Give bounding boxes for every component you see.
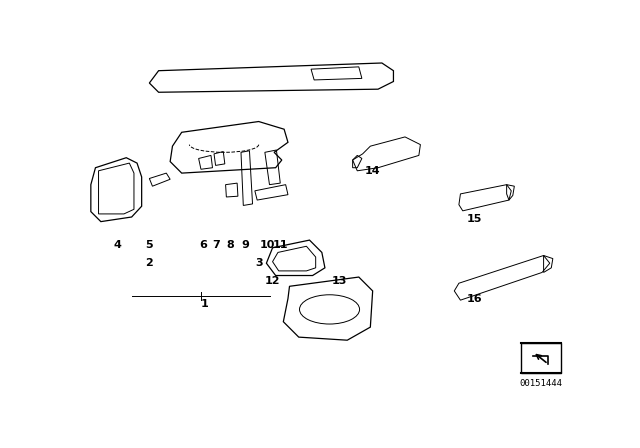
Text: 00151444: 00151444 — [519, 379, 562, 388]
Text: 8: 8 — [227, 240, 234, 250]
Text: 3: 3 — [255, 258, 262, 268]
Text: 15: 15 — [467, 214, 482, 224]
Text: 2: 2 — [145, 258, 153, 268]
Text: 11: 11 — [273, 240, 288, 250]
Text: 7: 7 — [212, 240, 220, 250]
Text: 1: 1 — [201, 299, 209, 309]
Text: 13: 13 — [332, 276, 348, 286]
Text: 9: 9 — [242, 240, 250, 250]
Text: 10: 10 — [259, 240, 275, 250]
Text: 14: 14 — [365, 166, 380, 176]
Text: 16: 16 — [467, 293, 482, 304]
Text: 5: 5 — [145, 240, 153, 250]
Bar — [520, 343, 561, 373]
Text: 4: 4 — [114, 240, 122, 250]
Text: 12: 12 — [265, 276, 280, 286]
Text: 6: 6 — [199, 240, 207, 250]
